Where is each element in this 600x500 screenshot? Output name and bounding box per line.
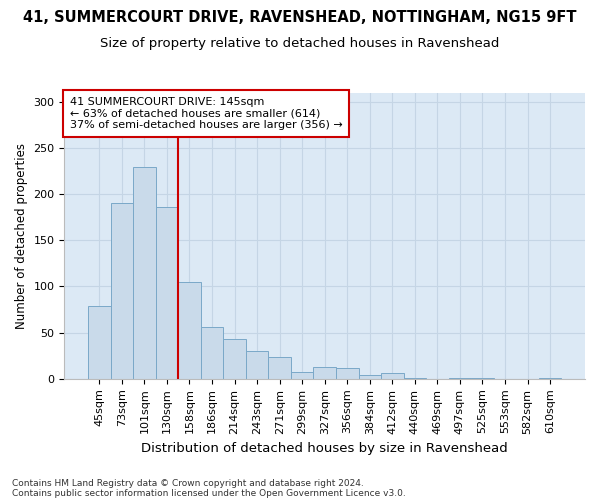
Y-axis label: Number of detached properties: Number of detached properties <box>15 142 28 328</box>
Text: 41 SUMMERCOURT DRIVE: 145sqm
← 63% of detached houses are smaller (614)
37% of s: 41 SUMMERCOURT DRIVE: 145sqm ← 63% of de… <box>70 97 343 130</box>
Text: Size of property relative to detached houses in Ravenshead: Size of property relative to detached ho… <box>100 38 500 51</box>
Bar <box>223 339 246 379</box>
X-axis label: Distribution of detached houses by size in Ravenshead: Distribution of detached houses by size … <box>142 442 508 455</box>
Bar <box>155 207 178 379</box>
Bar <box>336 368 359 379</box>
Bar <box>110 204 133 379</box>
Bar <box>449 378 471 379</box>
Bar <box>381 374 404 379</box>
Bar <box>539 378 562 379</box>
Bar <box>313 367 336 379</box>
Bar <box>291 372 313 379</box>
Bar <box>359 375 381 379</box>
Bar <box>88 306 110 379</box>
Bar <box>404 378 426 379</box>
Text: Contains public sector information licensed under the Open Government Licence v3: Contains public sector information licen… <box>12 488 406 498</box>
Bar <box>246 351 268 379</box>
Bar <box>201 327 223 379</box>
Text: 41, SUMMERCOURT DRIVE, RAVENSHEAD, NOTTINGHAM, NG15 9FT: 41, SUMMERCOURT DRIVE, RAVENSHEAD, NOTTI… <box>23 10 577 25</box>
Text: Contains HM Land Registry data © Crown copyright and database right 2024.: Contains HM Land Registry data © Crown c… <box>12 478 364 488</box>
Bar <box>133 168 155 379</box>
Bar <box>268 356 291 379</box>
Bar <box>178 282 201 379</box>
Bar <box>471 378 494 379</box>
